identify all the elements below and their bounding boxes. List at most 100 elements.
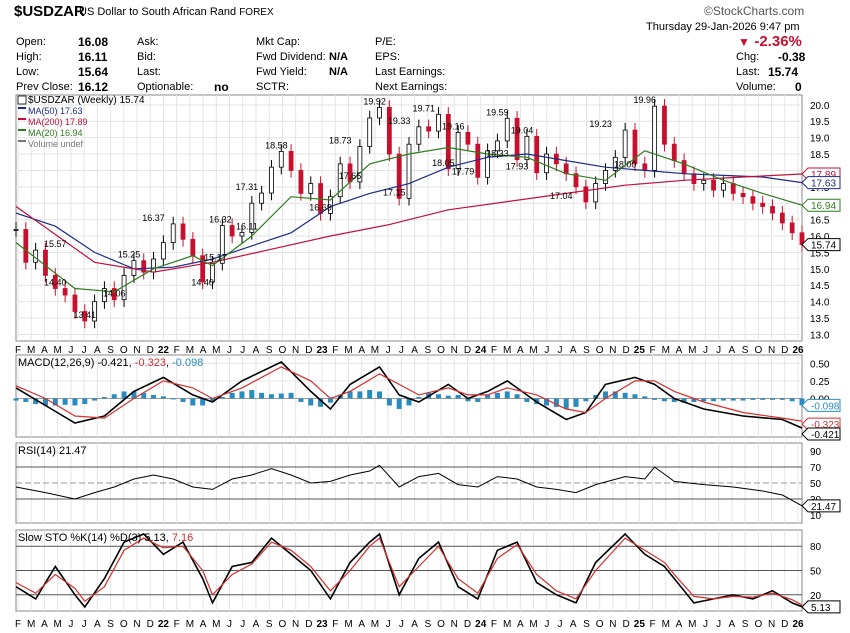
macd-histogram-bar bbox=[121, 391, 127, 399]
macd-histogram-bar bbox=[691, 398, 697, 402]
x-tick-label-bottom: M bbox=[529, 619, 537, 630]
pane-frame-0 bbox=[15, 94, 803, 342]
rsi-title: RSI(14) 21.47 bbox=[18, 445, 86, 457]
macd-histogram-bar bbox=[259, 392, 265, 399]
macd-histogram-bar bbox=[553, 398, 559, 407]
x-tick-label: J bbox=[82, 345, 87, 356]
candle-body bbox=[504, 117, 510, 142]
x-tick-label-bottom: O bbox=[437, 619, 445, 630]
x-tick-label: S bbox=[742, 345, 749, 356]
x-tick-label-bottom: 26 bbox=[792, 619, 804, 630]
x-tick-label: F bbox=[650, 345, 656, 356]
x-tick-label: S bbox=[266, 345, 273, 356]
candle-body bbox=[534, 135, 540, 174]
y-tick-sto: 50 bbox=[810, 567, 822, 578]
macd-histogram-bar bbox=[82, 398, 88, 405]
candle-body bbox=[92, 301, 97, 322]
x-tick-label-bottom: F bbox=[15, 619, 21, 630]
candle-body bbox=[662, 105, 667, 145]
x-tick-label: O bbox=[279, 345, 287, 356]
x-tick-label: N bbox=[451, 345, 458, 356]
x-tick-label-bottom: J bbox=[227, 619, 232, 630]
x-tick-label-bottom: D bbox=[305, 619, 312, 630]
x-tick-label-bottom: M bbox=[212, 619, 220, 630]
macd-histogram-bar bbox=[740, 398, 746, 401]
candle-body bbox=[455, 131, 461, 170]
macd-histogram-bar bbox=[789, 398, 795, 402]
price-annotation: 17.04 bbox=[550, 191, 573, 201]
candle-body bbox=[495, 140, 500, 152]
macd-histogram-bar bbox=[52, 398, 58, 406]
macd-histogram-bar bbox=[671, 398, 677, 402]
candle-body bbox=[426, 126, 432, 132]
macd-histogram-bar bbox=[229, 392, 235, 399]
macd-title-part: , bbox=[166, 357, 172, 369]
candle-body bbox=[711, 179, 716, 191]
x-tick-label-bottom: F bbox=[650, 619, 656, 630]
x-tick-label: M bbox=[53, 345, 61, 356]
prev-close-label: Prev Close: bbox=[16, 81, 73, 93]
macd-histogram-bar bbox=[799, 398, 805, 406]
candle-body bbox=[357, 146, 363, 183]
macd-histogram-bar bbox=[642, 396, 648, 399]
x-tick-label-bottom: S bbox=[107, 619, 114, 630]
candle-body bbox=[180, 223, 186, 240]
x-tick-label-bottom: M bbox=[688, 619, 696, 630]
x-tick-label-bottom: 22 bbox=[158, 619, 170, 630]
x-tick-label-bottom: M bbox=[503, 619, 511, 630]
candle-body bbox=[721, 183, 726, 191]
macd-histogram-bar bbox=[386, 398, 392, 406]
price-annotation: 19.92 bbox=[363, 96, 386, 106]
price-marker-box bbox=[801, 238, 841, 252]
stockcharts-logo: ©StockCharts.com bbox=[704, 4, 805, 18]
macd-histogram-bar bbox=[593, 394, 599, 399]
x-tick-label-bottom: A bbox=[41, 619, 48, 630]
legend-label: MA(50) 17.63 bbox=[28, 106, 83, 116]
high-label: High: bbox=[16, 51, 42, 63]
x-tick-label-bottom: O bbox=[279, 619, 287, 630]
price-marker: 17.63 bbox=[801, 176, 841, 190]
x-tick-label: J bbox=[386, 345, 391, 356]
candle-body bbox=[278, 151, 284, 168]
x-tick-label: J bbox=[544, 345, 549, 356]
x-tick-label: A bbox=[94, 345, 101, 356]
legend-swatch bbox=[18, 107, 26, 109]
price-annotation: 18.05 bbox=[432, 158, 455, 168]
candle-body bbox=[760, 202, 766, 207]
macd-title: MACD(12,26,9) -0.421, -0.323, -0.098 bbox=[18, 357, 203, 369]
x-tick-label: 24 bbox=[475, 345, 487, 356]
macd-histogram-bar bbox=[701, 398, 707, 402]
x-tick-label: N bbox=[609, 345, 616, 356]
pe-label: P/E: bbox=[375, 36, 396, 48]
y-tick-price: 14.0 bbox=[810, 298, 830, 309]
candle-body bbox=[445, 113, 451, 170]
price-annotation: 16.32 bbox=[209, 215, 232, 225]
candle-body bbox=[82, 311, 88, 322]
x-tick-label-bottom: N bbox=[609, 619, 616, 630]
candle-body bbox=[691, 173, 697, 184]
price-annotation: 19.23 bbox=[589, 119, 612, 129]
x-tick-label-bottom: J bbox=[68, 619, 73, 630]
price-annotation: 19.16 bbox=[442, 121, 465, 131]
x-tick-label: M bbox=[662, 345, 670, 356]
macd-histogram-bar bbox=[111, 394, 117, 399]
macd-histogram-bar bbox=[367, 390, 373, 399]
x-tick-label-bottom: M bbox=[371, 619, 379, 630]
y-tick-price: 18.5 bbox=[810, 150, 830, 161]
y-tick-price: 15.0 bbox=[810, 265, 830, 276]
y-tick-price: 16.0 bbox=[810, 232, 830, 243]
x-tick-label: M bbox=[186, 345, 194, 356]
candle-body bbox=[269, 166, 274, 194]
last2-label: Last: bbox=[736, 66, 760, 78]
prev-close-value: 16.12 bbox=[78, 80, 109, 94]
candle-body bbox=[396, 153, 402, 199]
candle-body bbox=[102, 288, 107, 303]
x-tick-label-bottom: A bbox=[729, 619, 736, 630]
x-tick-label-bottom: A bbox=[517, 619, 524, 630]
x-tick-label-bottom: 23 bbox=[317, 619, 329, 630]
mktcap-label: Mkt Cap: bbox=[256, 36, 301, 48]
x-tick-label-bottom: D bbox=[623, 619, 630, 630]
macd-histogram-bar bbox=[180, 398, 186, 402]
macd-histogram-bar bbox=[239, 391, 245, 399]
macd-histogram-bar bbox=[711, 398, 717, 402]
